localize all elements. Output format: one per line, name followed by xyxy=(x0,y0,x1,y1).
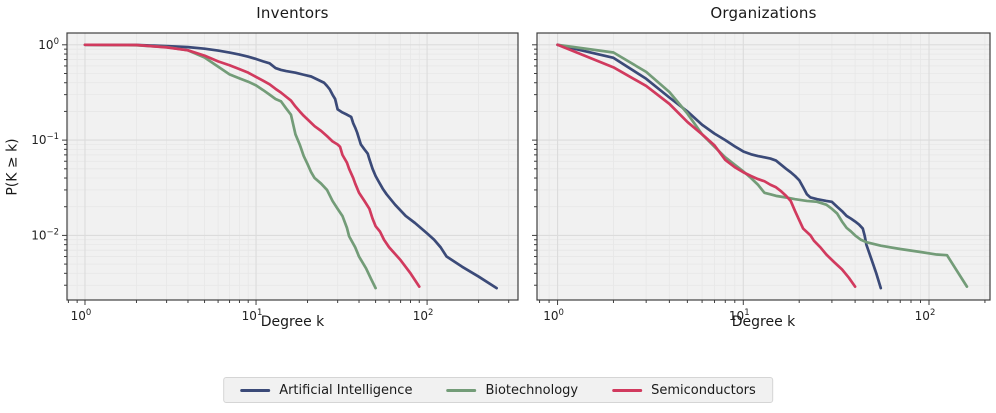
x-axis-label-organizations: Degree k xyxy=(731,314,796,330)
legend-label-artificial-intelligence: Artificial Intelligence xyxy=(279,382,413,398)
legend-item-semiconductors: Semiconductors xyxy=(612,383,756,398)
legend-label-semiconductors: Semiconductors xyxy=(651,382,756,398)
y-tick-label: 10−1 xyxy=(31,132,59,147)
grid-minor xyxy=(67,33,518,300)
grid-major xyxy=(537,33,990,300)
axis-ticks xyxy=(532,44,986,305)
legend-swatch-semiconductors xyxy=(612,388,643,392)
y-axis-label-wrap: P(K ≥ k) xyxy=(0,33,26,300)
y-tick-label: 100 xyxy=(38,37,59,52)
series-line-semiconductors xyxy=(83,43,421,288)
grid-major xyxy=(67,33,518,300)
series-line-biotechnology xyxy=(556,43,969,288)
series-line-semiconductors xyxy=(556,43,857,288)
legend-item-biotechnology: Biotechnology xyxy=(446,383,578,398)
legend-swatch-biotechnology xyxy=(446,388,477,392)
axis-ticks xyxy=(62,44,510,305)
legend-item-artificial-intelligence: Artificial Intelligence xyxy=(240,383,412,398)
legend-box: Artificial Intelligence Biotechnology Se… xyxy=(223,377,773,403)
legend-swatch-artificial-intelligence xyxy=(240,388,271,392)
legend-label-biotechnology: Biotechnology xyxy=(485,382,579,398)
x-axis-label-inventors: Degree k xyxy=(260,314,325,330)
series-line-biotechnology xyxy=(83,43,377,290)
series-line-artificial-intelligence xyxy=(83,43,498,290)
chart-title-organizations: Organizations xyxy=(710,4,817,22)
y-axis-label: P(K ≥ k) xyxy=(5,137,22,196)
series-line-artificial-intelligence xyxy=(556,43,883,290)
y-tick-label: 10−2 xyxy=(31,227,59,242)
grid-minor xyxy=(537,33,990,300)
chart-title-inventors: Inventors xyxy=(256,4,329,22)
